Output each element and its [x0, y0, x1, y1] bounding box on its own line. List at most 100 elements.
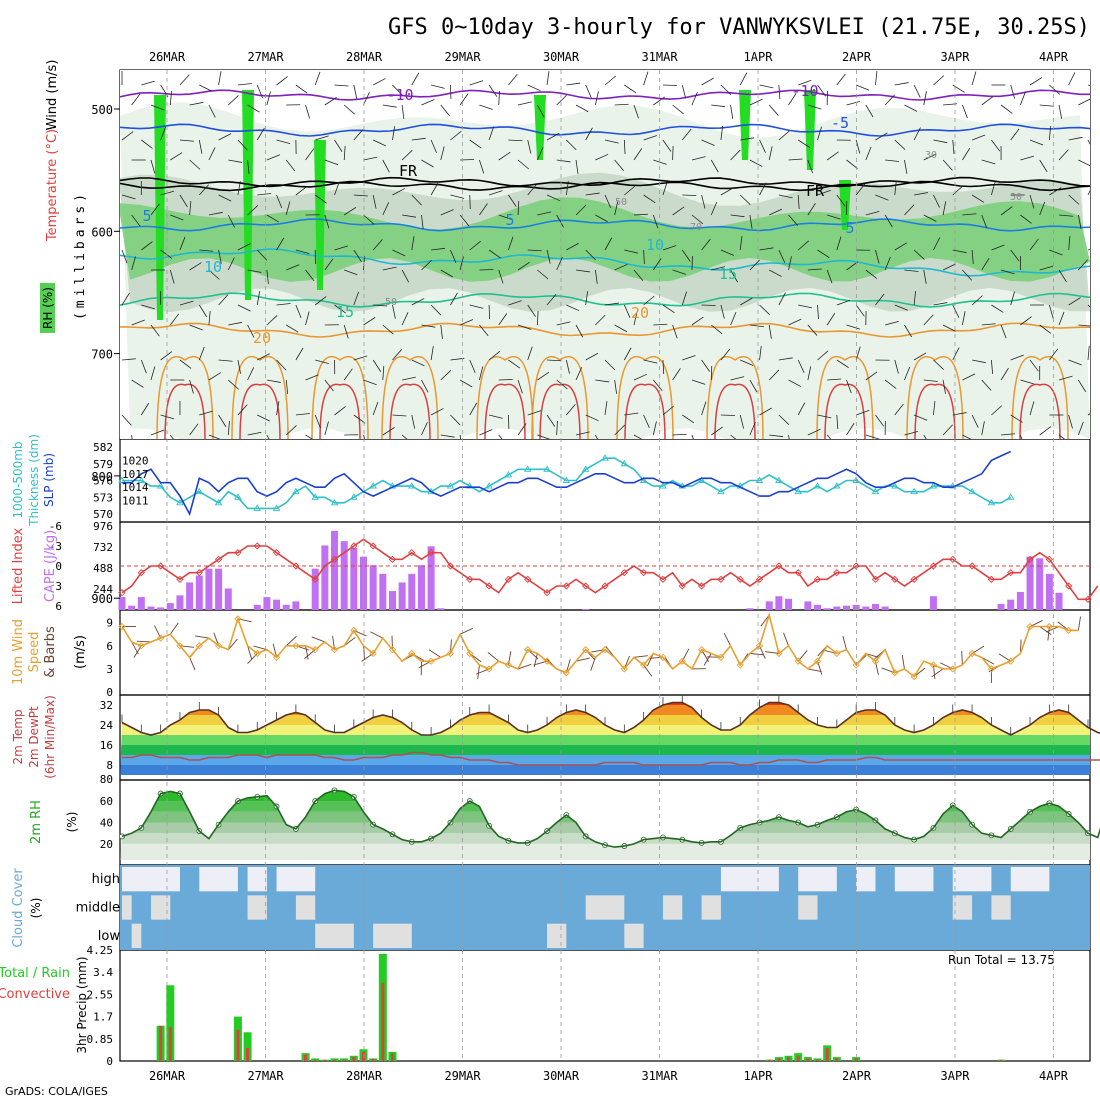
wind-barb	[739, 194, 751, 206]
temp-contour-label: 10	[646, 236, 664, 254]
wind-barb	[547, 359, 562, 362]
wind-barb	[286, 264, 300, 271]
wind-barb	[826, 434, 832, 439]
thickness-point	[833, 482, 841, 489]
top-date-label: 2APR	[842, 50, 872, 64]
wind-barb	[334, 304, 347, 314]
precip-total-label: Total / Rain	[0, 966, 70, 981]
wind-barb	[901, 655, 905, 669]
wind-barb	[865, 269, 878, 279]
wind-barb	[991, 359, 994, 374]
wind-barb	[189, 657, 196, 671]
wind-speed-point	[427, 657, 435, 665]
wind-speed-point	[678, 657, 686, 665]
cloud-clear-cell	[295, 895, 316, 920]
wind-barb	[730, 104, 734, 119]
precip-panel	[156, 953, 1006, 1061]
cape-tick-label: 976	[93, 520, 113, 533]
wind-barb	[730, 149, 741, 161]
bottom-date-label: 29MAR	[444, 1069, 481, 1083]
thickness-point	[639, 476, 648, 483]
wind-barb	[430, 304, 442, 316]
wind-barb	[469, 359, 476, 374]
wind-barb	[1058, 269, 1067, 283]
wind-barb	[189, 423, 199, 436]
wind-barb	[749, 379, 758, 393]
lifted-index-point	[910, 575, 918, 583]
wind-barb	[305, 434, 313, 439]
wind-barb	[904, 430, 919, 436]
wind-barb	[1058, 214, 1074, 217]
wind-barb	[266, 214, 280, 223]
wind-barb	[759, 346, 762, 361]
thickness-point	[697, 476, 706, 483]
top-date-label: 3APR	[941, 50, 971, 64]
wind-barb	[604, 75, 616, 86]
wind-barb	[604, 401, 608, 416]
wind-barb	[691, 316, 704, 326]
rh-contour-label: 70	[690, 222, 702, 233]
lifted-tick-label: 6	[55, 600, 62, 613]
thickness-point	[272, 504, 281, 511]
wind-barb	[469, 304, 484, 309]
wind-barb	[633, 269, 644, 281]
wind-barb	[343, 368, 353, 381]
precip-convective-bar	[342, 1059, 346, 1061]
thickness-point	[871, 487, 880, 495]
cloud-clear-cell	[150, 895, 171, 920]
wind-barb	[537, 147, 544, 161]
wind-barb	[169, 434, 174, 439]
wind-barb	[662, 139, 672, 152]
wind-barb	[759, 139, 766, 153]
wind-barb	[1029, 238, 1039, 251]
wind-barb	[846, 423, 855, 436]
precip-convective-label: Convective	[0, 987, 70, 1002]
wind-barb	[169, 622, 179, 635]
rh-unit-label: (%)	[65, 812, 79, 833]
wind-speed-point	[504, 661, 513, 669]
wind-barb	[208, 211, 223, 216]
precip-convective-bar	[362, 1051, 365, 1061]
wind-barb	[846, 159, 858, 169]
wind-barb	[585, 84, 592, 98]
wind-barb	[759, 84, 774, 89]
cape-bar	[331, 530, 339, 610]
wind-barb	[991, 304, 1004, 313]
wind-barb	[1029, 194, 1035, 209]
thickness-point	[485, 482, 493, 489]
temp-arch	[389, 383, 431, 439]
lifted-index-point	[1026, 555, 1034, 563]
precip-tick-label: 0.85	[87, 1033, 114, 1046]
wind-barb	[730, 311, 737, 326]
wind-barb	[875, 194, 889, 201]
wind-barb	[1078, 379, 1087, 393]
precip-axis-label: 3hr Precip (mm)	[75, 956, 89, 1053]
wind-barb	[372, 194, 377, 209]
wind-barb	[150, 159, 156, 174]
wind-barb	[527, 304, 536, 317]
wind-barb	[218, 71, 222, 86]
wind-barb	[846, 324, 861, 330]
wind-speed-point	[388, 646, 397, 654]
wind-barb	[363, 214, 375, 225]
cape-bar	[881, 606, 889, 610]
wind-barb	[691, 434, 694, 439]
thickness-point	[369, 482, 377, 489]
wind-barb	[942, 201, 947, 216]
wind-barb	[875, 414, 885, 427]
wind-barb	[266, 315, 278, 326]
wind-tick-label: 9	[106, 617, 113, 630]
thickness-point	[987, 498, 996, 506]
wind-barb	[479, 159, 485, 174]
wind-barb	[1020, 91, 1026, 106]
wind-barb	[247, 645, 253, 660]
wind-barb	[788, 158, 803, 161]
wind-barb	[759, 304, 770, 316]
lifted-index-point	[408, 549, 416, 557]
wind-barb	[227, 257, 235, 271]
cape-bar	[437, 608, 445, 610]
wind-barb	[1045, 626, 1060, 633]
wind-barb	[1010, 354, 1024, 361]
cloud-clear-cell	[131, 923, 142, 948]
wind-barb	[479, 429, 493, 436]
